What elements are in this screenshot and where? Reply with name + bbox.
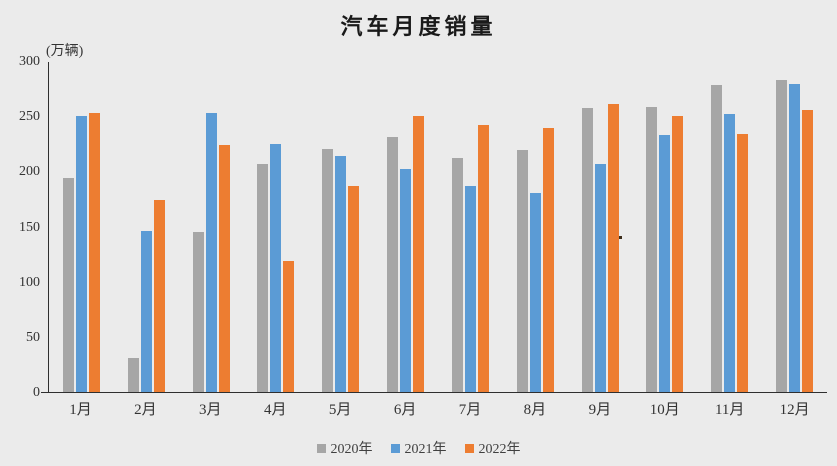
bar-2021年-1月 xyxy=(75,116,87,392)
legend-swatch-2022年 xyxy=(464,443,474,453)
bar-group-2月 xyxy=(127,200,165,392)
bar-group-5月 xyxy=(322,149,360,392)
bars-container xyxy=(49,62,827,392)
bar-2020年-11月 xyxy=(711,85,723,392)
bar-2020年-9月 xyxy=(581,108,593,392)
bar-group-4月 xyxy=(257,143,295,392)
y-axis-tick-labels: 300 250 200 150 100 50 0 xyxy=(19,54,827,400)
y-tick-label-100: 100 xyxy=(19,274,40,290)
legend: 2020年 2021年 2022年 xyxy=(0,438,837,458)
x-axis-label-8月: 8月 xyxy=(523,402,547,418)
bar-2021年-7月 xyxy=(464,185,476,392)
bar-group-10月 xyxy=(646,107,684,392)
bar-2022年-6月 xyxy=(413,116,425,392)
x-axis-label-3月: 3月 xyxy=(199,402,222,418)
y-tick-label-200: 200 xyxy=(19,164,40,180)
y-tick-label-250: 250 xyxy=(19,109,40,125)
x-axis-labels: 1月 2月 3月 4月 5月 6月 7月 8月 9月 10月 11月 12月 xyxy=(48,398,827,419)
legend-label-2020年: 2020年 xyxy=(330,442,373,457)
bar-2022年-3月 xyxy=(218,144,230,392)
legend-swatch-2020年 xyxy=(316,443,326,453)
x-axis-label-6月: 6月 xyxy=(393,402,417,418)
legend-label-2022年: 2022年 xyxy=(478,442,521,457)
bar-2022年-9月 xyxy=(607,104,619,392)
bar-2022年-11月 xyxy=(737,133,749,392)
bar-group-11月 xyxy=(711,85,749,392)
bar-group-8月 xyxy=(516,128,554,392)
y-axis-line xyxy=(48,62,49,393)
bar-2020年-4月 xyxy=(257,163,269,392)
bar-2021年-6月 xyxy=(400,169,412,392)
bar-2021年-2月 xyxy=(140,230,152,392)
bar-group-6月 xyxy=(387,116,425,392)
bar-2021年-8月 xyxy=(529,193,541,392)
bar-2020年-5月 xyxy=(322,149,334,392)
legend-item-2021年: 2021年 xyxy=(390,438,447,458)
bar-2021年-5月 xyxy=(335,155,347,392)
bar-group-1月 xyxy=(62,112,100,392)
bar-2022年-12月 xyxy=(802,109,814,392)
bar-2021年-9月 xyxy=(594,163,606,392)
legend-item-2020年: 2020年 xyxy=(316,438,373,458)
plot-area: 300 250 200 150 100 50 0 xyxy=(19,54,827,400)
bar-2020年-10月 xyxy=(646,107,658,392)
bar-2021年-4月 xyxy=(270,143,282,392)
bar-2020年-1月 xyxy=(62,178,74,392)
legend-label-2021年: 2021年 xyxy=(404,442,447,457)
bar-2020年-12月 xyxy=(776,79,788,392)
bar-2020年-3月 xyxy=(192,232,204,392)
bar-2022年-7月 xyxy=(477,125,489,392)
bar-2022年-4月 xyxy=(283,260,295,392)
y-tick-label-0: 0 xyxy=(33,385,40,400)
y-axis-unit-label: (万辆) xyxy=(46,44,84,59)
y-tick-label-150: 150 xyxy=(19,219,40,235)
bar-2020年-6月 xyxy=(387,137,399,392)
x-axis-line xyxy=(41,392,827,393)
x-axis-label-2月: 2月 xyxy=(134,402,157,418)
bar-2022年-1月 xyxy=(88,112,100,392)
x-axis-label-10月: 10月 xyxy=(649,402,680,418)
bar-group-12月 xyxy=(776,79,814,392)
x-axis-label-4月: 4月 xyxy=(263,402,287,418)
bar-2021年-3月 xyxy=(205,112,217,392)
x-axis-label-9月: 9月 xyxy=(588,402,612,418)
bar-2021年-11月 xyxy=(724,114,736,392)
bar-2020年-7月 xyxy=(451,158,463,392)
bar-2022年-5月 xyxy=(348,185,360,392)
x-axis-label-1月: 1月 xyxy=(69,402,92,418)
bar-2020年-8月 xyxy=(516,150,528,392)
chart-title: 汽车月度销量 xyxy=(340,14,497,39)
bar-2022年-2月 xyxy=(153,200,165,392)
stray-dot-artifact xyxy=(619,236,622,239)
y-tick-label-50: 50 xyxy=(26,329,40,345)
x-axis-label-5月: 5月 xyxy=(328,402,352,418)
bar-2021年-10月 xyxy=(659,134,671,392)
x-axis-label-12月: 12月 xyxy=(779,402,810,418)
x-axis-label-11月: 11月 xyxy=(714,402,745,418)
bar-group-7月 xyxy=(451,125,489,392)
legend-item-2022年: 2022年 xyxy=(464,438,521,458)
legend-swatch-2021年 xyxy=(390,443,400,453)
x-axis-label-7月: 7月 xyxy=(458,402,482,418)
bar-2022年-8月 xyxy=(542,128,554,392)
bar-2021年-12月 xyxy=(789,84,801,392)
bar-group-3月 xyxy=(192,112,230,392)
bar-2020年-2月 xyxy=(127,357,139,392)
bar-2022年-10月 xyxy=(672,116,684,392)
bar-group-9月 xyxy=(581,104,619,392)
y-tick-label-300: 300 xyxy=(19,54,40,69)
